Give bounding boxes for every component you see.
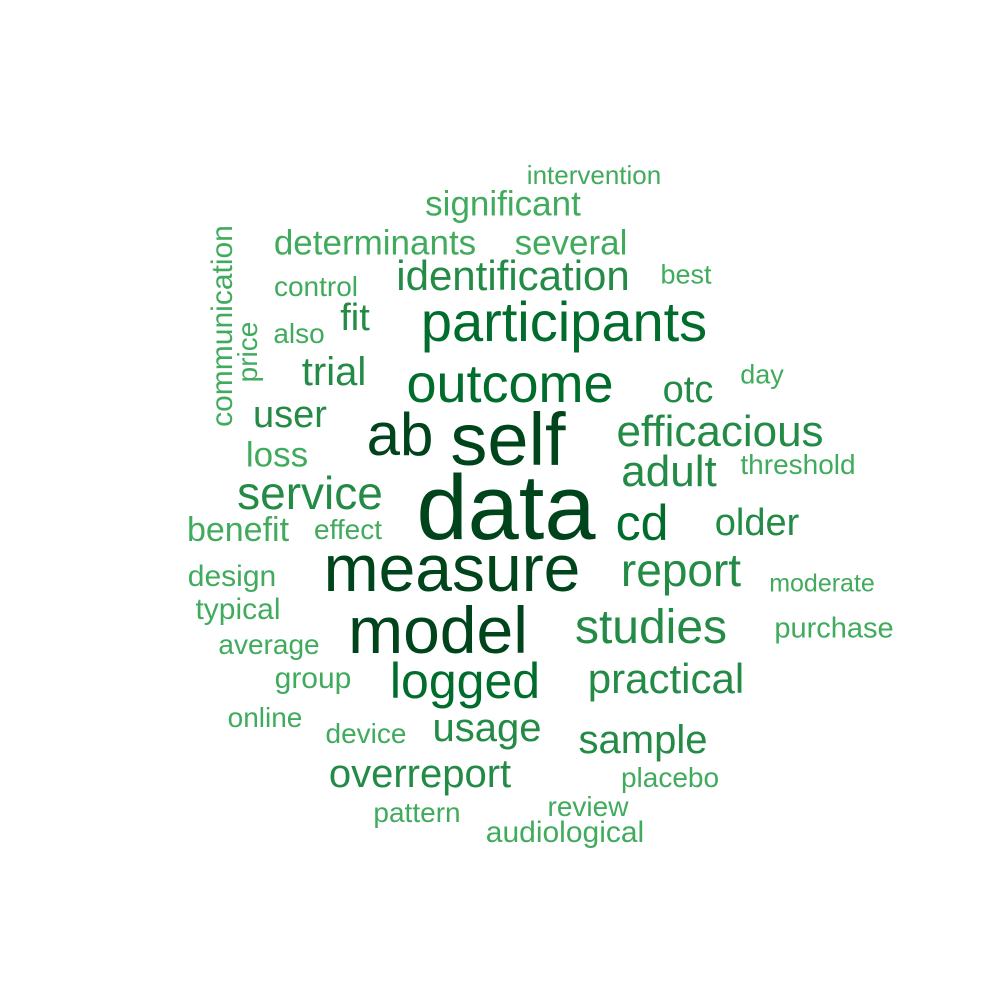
word-service: service (237, 467, 383, 519)
word-fit: fit (340, 297, 370, 339)
word-day: day (740, 359, 784, 390)
word-measure: measure (323, 531, 581, 605)
word-cd: cd (615, 495, 669, 551)
word-design: design (187, 560, 277, 593)
word-also: also (273, 318, 325, 349)
word-efficacious: efficacious (616, 407, 824, 456)
word-placebo: placebo (620, 762, 720, 793)
word-overreport: overreport (328, 752, 512, 796)
word-studies: studies (574, 601, 728, 654)
word-best: best (660, 259, 712, 290)
word-several: several (514, 223, 628, 263)
word-sample: sample (578, 718, 708, 762)
word-threshold: threshold (740, 449, 856, 480)
word-loss: loss (245, 435, 309, 475)
word-adult: adult (621, 447, 717, 496)
word-determinants: determinants (273, 223, 477, 263)
word-online: online (227, 702, 303, 733)
word-logged: logged (389, 653, 541, 709)
word-ab: ab (366, 401, 434, 468)
word-significant: significant (425, 184, 581, 224)
word-device: device (325, 718, 407, 749)
word-usage: usage (432, 706, 542, 750)
word-user: user (253, 394, 327, 436)
word-benefit: benefit (186, 511, 290, 549)
word-intervention: intervention (526, 160, 662, 190)
word-outcome: outcome (406, 354, 614, 414)
word-moderate: moderate (769, 569, 875, 598)
word-self: self (450, 398, 566, 481)
word-otc: otc (662, 369, 714, 411)
word-practical: practical (587, 655, 745, 702)
word-data: data (416, 457, 596, 559)
word-pattern: pattern (373, 797, 461, 828)
word-typical: typical (195, 593, 281, 626)
word-older: older (714, 502, 800, 544)
word-average: average (218, 629, 320, 660)
word-report: report (620, 544, 742, 596)
word-group: group (274, 662, 352, 695)
word-audiological: audiological (485, 816, 645, 849)
word-communication: communication (206, 225, 239, 427)
word-effect: effect (314, 514, 382, 545)
word-identification: identification (396, 252, 630, 299)
word-trial: trial (301, 350, 367, 394)
word-control: control (273, 271, 359, 302)
word-review: review (547, 791, 629, 822)
word-model: model (348, 593, 528, 667)
word-participants: participants (420, 290, 708, 353)
word-purchase: purchase (774, 612, 894, 645)
